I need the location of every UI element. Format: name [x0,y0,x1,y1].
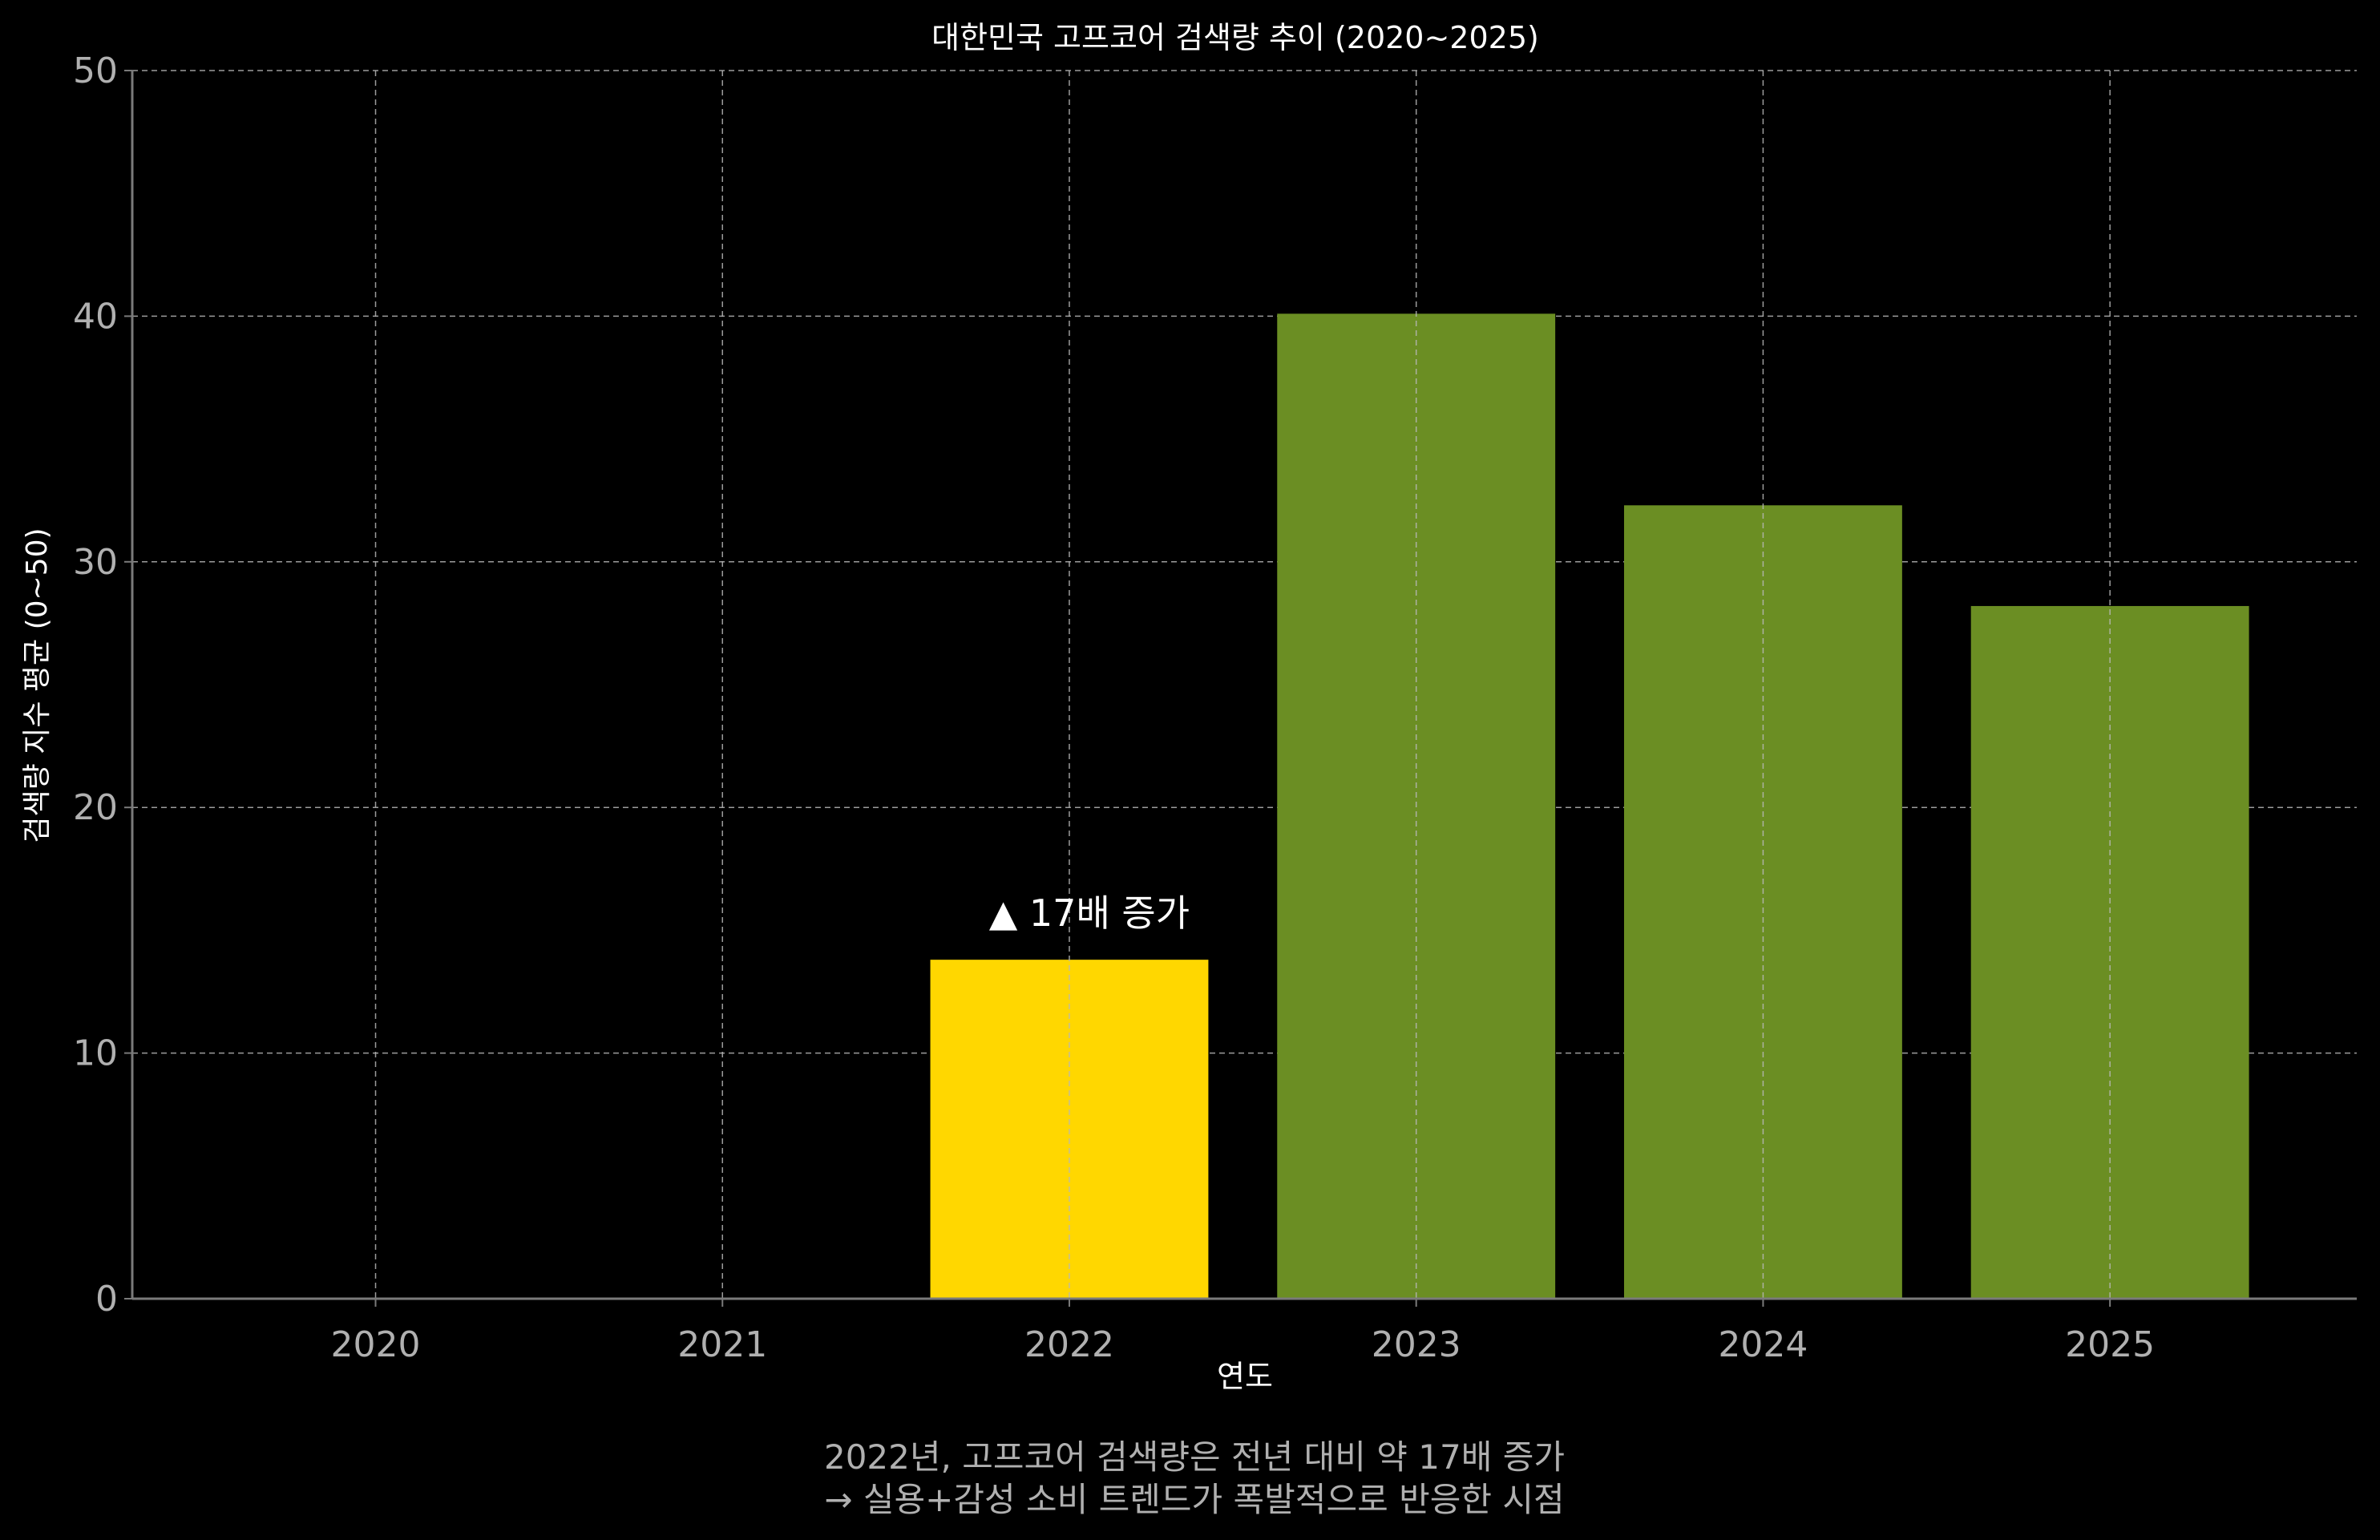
y-tick-label: 40 [73,296,118,337]
y-tick-labels: 0 10 20 30 40 50 [73,51,132,1320]
x-tick-labels: 2020 2021 2022 2023 2024 2025 [331,1299,2155,1365]
x-tick-label: 2022 [1024,1324,1114,1365]
caption-line-2: → 실용+감성 소비 트렌드가 폭발적으로 반응한 시점 [824,1480,1564,1519]
bars [374,71,2249,1300]
y-tick-label: 50 [73,51,118,91]
y-tick-label: 0 [95,1279,118,1320]
y-tick-label: 10 [73,1033,118,1074]
bar-annotation: ▲ 17배 증가 [989,891,1190,935]
y-axis-label: 검색량 지수 평균 (0~50) [21,527,54,843]
x-tick-label: 2024 [1718,1324,1808,1365]
bar-2025 [1970,605,2249,1299]
x-tick-label: 2021 [677,1324,767,1365]
y-tick-label: 20 [73,787,118,828]
x-tick-label: 2023 [1372,1324,1461,1365]
y-tick-label: 30 [73,542,118,583]
x-tick-label: 2020 [331,1324,421,1365]
x-tick-label: 2025 [2065,1324,2155,1365]
grid-lines [132,70,2357,1054]
x-axis-label: 연도 [1217,1359,1273,1394]
caption-line-1: 2022년, 고프코어 검색량은 전년 대비 약 17배 증가 [824,1437,1565,1477]
axes [131,71,2357,1300]
chart-title: 대한민국 고프코어 검색량 추이 (2020~2025) [931,20,1539,55]
